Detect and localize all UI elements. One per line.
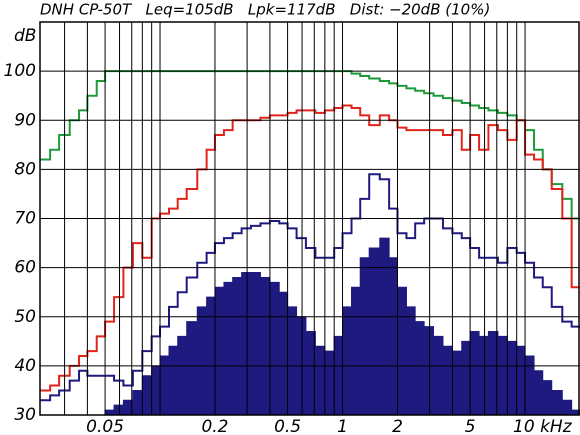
y-tick-label: 50 (14, 307, 36, 327)
y-tick-label: 80 (14, 159, 36, 179)
y-tick-label: 60 (14, 258, 36, 278)
x-tick-label: 0.5 (274, 417, 301, 435)
x-tick-label: 10 kHz (513, 417, 573, 435)
x-tick-label: 0.2 (201, 417, 228, 435)
y-tick-label: 70 (14, 209, 36, 229)
y-axis-label: dB (14, 26, 36, 46)
x-tick-label: 2 (392, 417, 403, 435)
x-tick-label: 5 (465, 417, 476, 435)
x-tick-label: 1 (337, 417, 348, 435)
plot-frame (39, 21, 580, 416)
x-tick-label: 0.05 (86, 417, 124, 435)
spectrum-area (40, 237, 580, 416)
y-tick-label: 90 (14, 110, 36, 130)
y-tick-label: 100 (4, 61, 36, 81)
y-tick-label: 30 (14, 405, 36, 425)
response-line (40, 173, 580, 402)
response-line (40, 70, 580, 220)
chart-title: DNH CP-50T Leq=105dB Lpk=117dB Dist: −20… (40, 1, 490, 19)
y-tick-label: 40 (14, 356, 36, 376)
